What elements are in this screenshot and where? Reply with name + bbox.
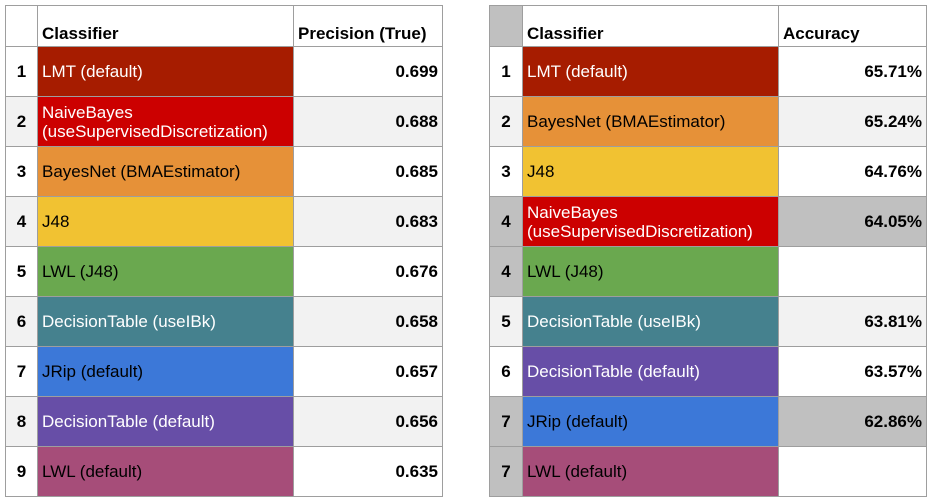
- accuracy-cell: 63.57%: [778, 346, 927, 397]
- table-row: 4 LWL (J48): [489, 246, 927, 297]
- precision-cell: 0.635: [293, 446, 443, 497]
- classifier-cell: J48: [522, 146, 779, 197]
- header-rank: [489, 5, 523, 47]
- rank-cell: 5: [489, 296, 523, 347]
- classifier-cell: J48: [37, 196, 294, 247]
- accuracy-table-body: Classifier Accuracy 1 LMT (default) 65.71%…: [489, 5, 927, 497]
- table-row: 7 JRip (default) 0.657: [5, 346, 443, 397]
- rank-cell: 7: [489, 446, 523, 497]
- classifier-cell: LWL (J48): [522, 246, 779, 297]
- rank-cell: 4: [5, 196, 38, 247]
- precision-cell: 0.657: [293, 346, 443, 397]
- table-header-row: Classifier Accuracy: [489, 5, 927, 47]
- accuracy-cell: 62.86%: [778, 396, 927, 447]
- classifier-cell: DecisionTable (default): [37, 396, 294, 447]
- rank-cell: 1: [5, 46, 38, 97]
- rank-cell: 4: [489, 246, 523, 297]
- header-classifier: Classifier: [37, 5, 294, 47]
- precision-table-body: Classifier Precision (True) 1 LMT (defaul…: [5, 5, 443, 497]
- classifier-cell: NaiveBayes (useSupervisedDiscretization): [37, 96, 294, 147]
- table-row: 1 LMT (default) 0.699: [5, 46, 443, 97]
- precision-cell: 0.656: [293, 396, 443, 447]
- classifier-cell: BayesNet (BMAEstimator): [37, 146, 294, 197]
- classifier-cell: LMT (default): [37, 46, 294, 97]
- rank-cell: 6: [489, 346, 523, 397]
- table-row: 2 BayesNet (BMAEstimator) 65.24%: [489, 96, 927, 147]
- classifier-cell: LWL (J48): [37, 246, 294, 297]
- table-row: 6 DecisionTable (default) 63.57%: [489, 346, 927, 397]
- rank-cell: 2: [489, 96, 523, 147]
- rank-cell: 3: [5, 146, 38, 197]
- rank-cell: 6: [5, 296, 38, 347]
- classifier-cell: JRip (default): [522, 396, 779, 447]
- classifier-cell: NaiveBayes (useSupervisedDiscretization): [522, 196, 779, 247]
- precision-cell: 0.676: [293, 246, 443, 297]
- table-row: 7 JRip (default) 62.86%: [489, 396, 927, 447]
- table-header-row: Classifier Precision (True): [5, 5, 443, 47]
- classifier-cell: BayesNet (BMAEstimator): [522, 96, 779, 147]
- rank-cell: 1: [489, 46, 523, 97]
- table-row: 5 DecisionTable (useIBk) 63.81%: [489, 296, 927, 347]
- table-row: 6 DecisionTable (useIBk) 0.658: [5, 296, 443, 347]
- precision-cell: 0.658: [293, 296, 443, 347]
- accuracy-cell: [778, 246, 927, 297]
- classifier-cell: DecisionTable (useIBk): [37, 296, 294, 347]
- classifier-cell: LMT (default): [522, 46, 779, 97]
- accuracy-ranking-table: Classifier Accuracy 1 LMT (default) 65.71%…: [489, 5, 927, 497]
- table-row: 2 NaiveBayes (useSupervisedDiscretization…: [5, 96, 443, 147]
- header-classifier: Classifier: [522, 5, 779, 47]
- table-row: 3 J48 64.76%: [489, 146, 927, 197]
- rank-cell: 9: [5, 446, 38, 497]
- header-precision: Precision (True): [293, 5, 443, 47]
- header-rank: [5, 5, 38, 47]
- accuracy-cell: 65.71%: [778, 46, 927, 97]
- precision-ranking-table: Classifier Precision (True) 1 LMT (defaul…: [5, 5, 443, 497]
- rank-cell: 7: [5, 346, 38, 397]
- table-row: 3 BayesNet (BMAEstimator) 0.685: [5, 146, 443, 197]
- rank-cell: 3: [489, 146, 523, 197]
- rank-cell: 8: [5, 396, 38, 447]
- rank-cell: 7: [489, 396, 523, 447]
- header-accuracy: Accuracy: [778, 5, 927, 47]
- precision-cell: 0.685: [293, 146, 443, 197]
- table-row: 4 J48 0.683: [5, 196, 443, 247]
- classifier-cell: LWL (default): [522, 446, 779, 497]
- table-row: 1 LMT (default) 65.71%: [489, 46, 927, 97]
- accuracy-cell: 64.76%: [778, 146, 927, 197]
- classifier-cell: DecisionTable (useIBk): [522, 296, 779, 347]
- precision-cell: 0.688: [293, 96, 443, 147]
- accuracy-cell: 63.81%: [778, 296, 927, 347]
- accuracy-cell: [778, 446, 927, 497]
- classifier-cell: LWL (default): [37, 446, 294, 497]
- table-row: 4 NaiveBayes (useSupervisedDiscretization…: [489, 196, 927, 247]
- rank-cell: 2: [5, 96, 38, 147]
- precision-cell: 0.699: [293, 46, 443, 97]
- classifier-cell: JRip (default): [37, 346, 294, 397]
- rank-cell: 4: [489, 196, 523, 247]
- accuracy-cell: 64.05%: [778, 196, 927, 247]
- table-row: 5 LWL (J48) 0.676: [5, 246, 443, 297]
- rank-cell: 5: [5, 246, 38, 297]
- table-row: 9 LWL (default) 0.635: [5, 446, 443, 497]
- classifier-cell: DecisionTable (default): [522, 346, 779, 397]
- accuracy-cell: 65.24%: [778, 96, 927, 147]
- table-row: 8 DecisionTable (default) 0.656: [5, 396, 443, 447]
- precision-cell: 0.683: [293, 196, 443, 247]
- table-row: 7 LWL (default): [489, 446, 927, 497]
